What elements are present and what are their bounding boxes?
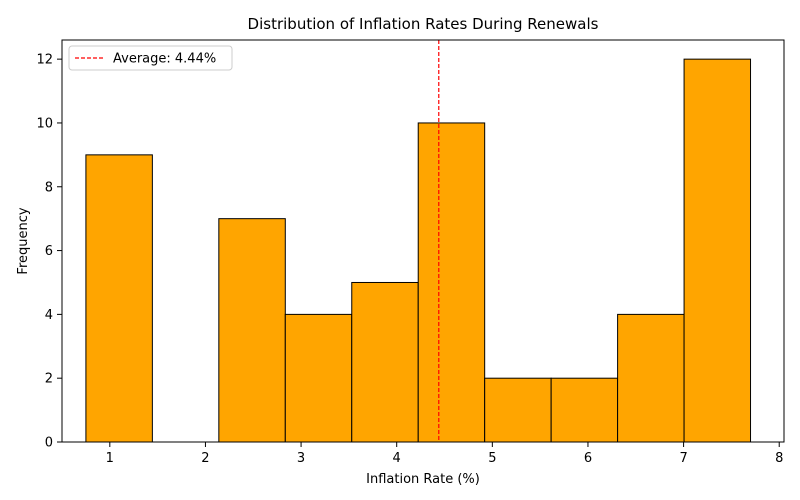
y-tick-label: 10 [36,116,53,131]
legend-average-label: Average: 4.44% [113,52,216,67]
y-tick-label: 6 [45,244,53,259]
chart-title: Distribution of Inflation Rates During R… [248,15,599,33]
histogram-bar [284,313,353,443]
x-axis-ticks: 1 2 3 4 5 6 7 8 [106,442,783,466]
histogram-bar [484,377,552,443]
y-axis-ticks: 0 2 4 6 8 10 12 [36,53,62,451]
histogram-bar [683,58,752,443]
x-tick-label: 6 [584,451,592,466]
y-tick-label: 4 [45,308,53,323]
x-tick-label: 7 [679,451,687,466]
x-tick-label: 4 [393,451,401,466]
axes-group [61,39,785,443]
histogram-bar [85,154,153,443]
histogram-bar [218,218,286,443]
x-axis-title: Inflation Rate (%) [366,472,480,487]
legend-box [68,45,233,71]
plot-frame [61,39,785,443]
legend: Average: 4.44% [68,45,233,71]
histogram-bar [351,281,419,443]
y-axis-title: Frequency [16,207,31,274]
x-tick-label: 1 [106,451,114,466]
y-tick-label: 2 [45,372,53,387]
y-tick-label: 0 [45,436,53,451]
histogram-bar [550,377,619,443]
x-tick-label: 5 [488,451,496,466]
histogram-bar [417,122,486,443]
y-tick-label: 12 [36,53,53,68]
x-tick-label: 3 [297,451,305,466]
histogram-bar [617,313,685,443]
x-tick-label: 8 [775,451,783,466]
x-tick-label: 2 [201,451,209,466]
bars-group [85,58,752,443]
y-tick-label: 8 [45,180,53,195]
